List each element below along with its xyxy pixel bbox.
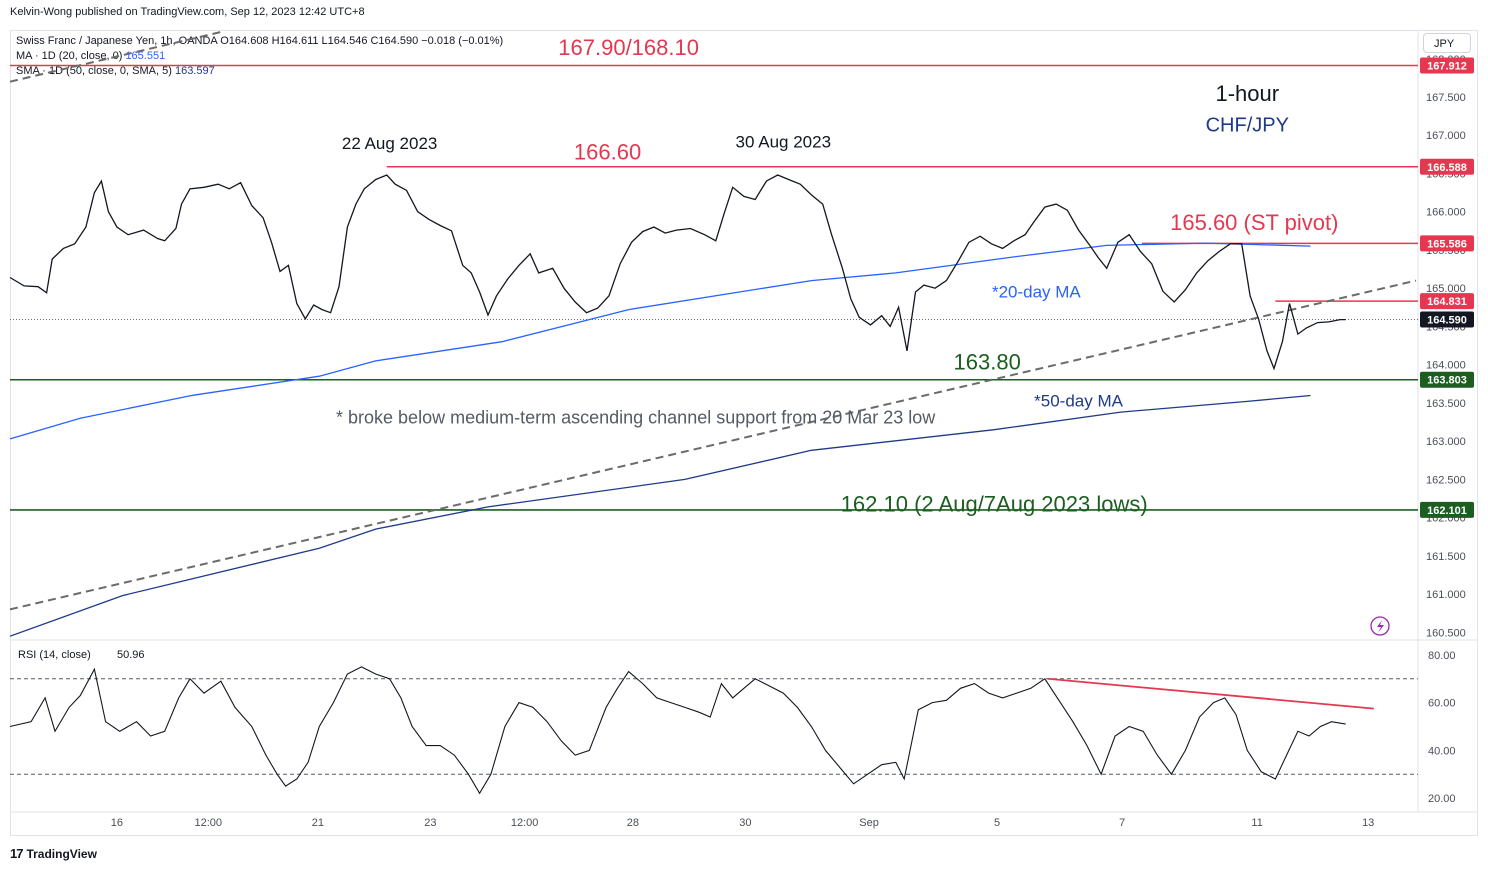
rsi-trendline xyxy=(1047,677,1374,710)
price-tick-label: 165.000 xyxy=(1426,283,1466,295)
tradingview-icon: 17 xyxy=(10,846,24,861)
lightning-icon-bolt xyxy=(1377,620,1384,633)
rsi-tick-label: 40.00 xyxy=(1428,745,1456,757)
price-series-line xyxy=(9,174,1346,371)
chart-annotation: *50-day MA xyxy=(1034,392,1123,411)
ma-label: MA · 1D (20, close, 0) xyxy=(16,50,123,62)
price-axis-tag xyxy=(1420,501,1474,518)
price-tick-label: 161.500 xyxy=(1426,551,1466,563)
chart-annotation: 167.90/168.10 xyxy=(558,35,699,60)
rsi-tick-label: 20.00 xyxy=(1428,793,1456,805)
chart-annotation: *20-day MA xyxy=(992,282,1081,301)
publisher-credit: Kelvin-Wong published on TradingView.com… xyxy=(10,6,365,18)
time-tick-label: 13 xyxy=(1362,817,1374,829)
time-tick-label: 11 xyxy=(1251,817,1262,829)
tradingview-logo[interactable]: 17 TradingView xyxy=(10,846,97,861)
ma-value: 165.551 xyxy=(125,50,166,62)
time-tick-label: 30 xyxy=(739,817,751,829)
price-axis-tag-label: 164.590 xyxy=(1427,315,1467,327)
price-axis-tag xyxy=(1420,371,1474,388)
time-tick-label: 12:00 xyxy=(194,817,222,829)
price-tick-label: 163.000 xyxy=(1426,436,1466,448)
price-tick-label: 166.000 xyxy=(1426,207,1466,219)
sma-value: 163.597 xyxy=(174,65,215,77)
tradingview-brand: TradingView xyxy=(26,847,97,861)
price-tick-label: 161.000 xyxy=(1426,589,1466,601)
rsi-tick-label: 80.00 xyxy=(1428,650,1456,662)
price-axis-tag xyxy=(1420,57,1474,74)
time-tick-label: 23 xyxy=(424,817,436,829)
rsi-value: 50.96 xyxy=(117,649,145,661)
time-tick-label: 7 xyxy=(1119,817,1125,829)
ma-20-line xyxy=(9,242,1311,440)
sma-legend[interactable]: SMA · 1D (50, close, 0, SMA, 5) 163.597 xyxy=(16,64,503,79)
price-tick-label: 160.500 xyxy=(1426,627,1466,639)
price-axis-tag-label: 165.586 xyxy=(1427,238,1467,250)
chart-annotation: CHF/JPY xyxy=(1206,114,1289,136)
ohlc-values: O164.608 H164.611 L164.546 C164.590 −0.0… xyxy=(220,35,504,47)
price-tick-label: 162.500 xyxy=(1426,474,1466,486)
chart-annotation: 1-hour xyxy=(1215,81,1279,106)
chart-annotation: 22 Aug 2023 xyxy=(342,134,437,153)
price-axis-tag xyxy=(1420,293,1474,310)
chart-frame xyxy=(10,30,1478,836)
price-axis-tag-label: 164.831 xyxy=(1427,296,1467,308)
price-tick-label: 167.000 xyxy=(1426,130,1466,142)
price-axis-tag-label: 163.803 xyxy=(1427,375,1467,387)
price-axis-tag xyxy=(1420,311,1474,328)
chart-annotation: 165.60 (ST pivot) xyxy=(1170,210,1338,235)
price-axis-tag-label: 167.912 xyxy=(1427,60,1467,72)
chart-annotation: 166.60 xyxy=(574,140,641,165)
price-axis-tag xyxy=(1420,235,1474,252)
lightning-icon xyxy=(1370,616,1390,636)
price-tick-label: 167.500 xyxy=(1426,92,1466,104)
price-tick-label: 164.000 xyxy=(1426,360,1466,372)
time-tick-label: 21 xyxy=(312,817,324,829)
ma-legend[interactable]: MA · 1D (20, close, 0) 165.551 xyxy=(16,49,503,64)
price-axis-tag-label: 162.101 xyxy=(1427,505,1467,517)
price-axis-tag xyxy=(1420,158,1474,175)
channel-line xyxy=(9,279,1417,611)
currency-button[interactable]: JPY xyxy=(1423,33,1471,53)
chart-annotation: 30 Aug 2023 xyxy=(736,132,831,151)
rsi-tick-label: 60.00 xyxy=(1428,698,1456,710)
chart-annotation: 163.80 xyxy=(954,349,1021,374)
price-tick-label: 163.500 xyxy=(1426,398,1466,410)
channel-line xyxy=(9,31,222,83)
rsi-title: RSI (14, close) xyxy=(18,649,91,661)
sma-label: SMA · 1D (50, close, 0, SMA, 5) xyxy=(16,65,172,77)
time-tick-label: 16 xyxy=(111,817,123,829)
sma-50-line xyxy=(9,394,1311,637)
time-tick-label: Sep xyxy=(859,817,879,829)
price-axis-tag-label: 166.588 xyxy=(1427,162,1467,174)
time-tick-label: 28 xyxy=(627,817,639,829)
rsi-line xyxy=(9,666,1346,795)
chart-annotation: * broke below medium-term ascending chan… xyxy=(336,408,936,428)
time-tick-label: 5 xyxy=(994,817,1000,829)
chart-annotation: 162.10 (2 Aug/7Aug 2023 lows) xyxy=(841,492,1148,517)
time-tick-label: 12:00 xyxy=(511,817,539,829)
